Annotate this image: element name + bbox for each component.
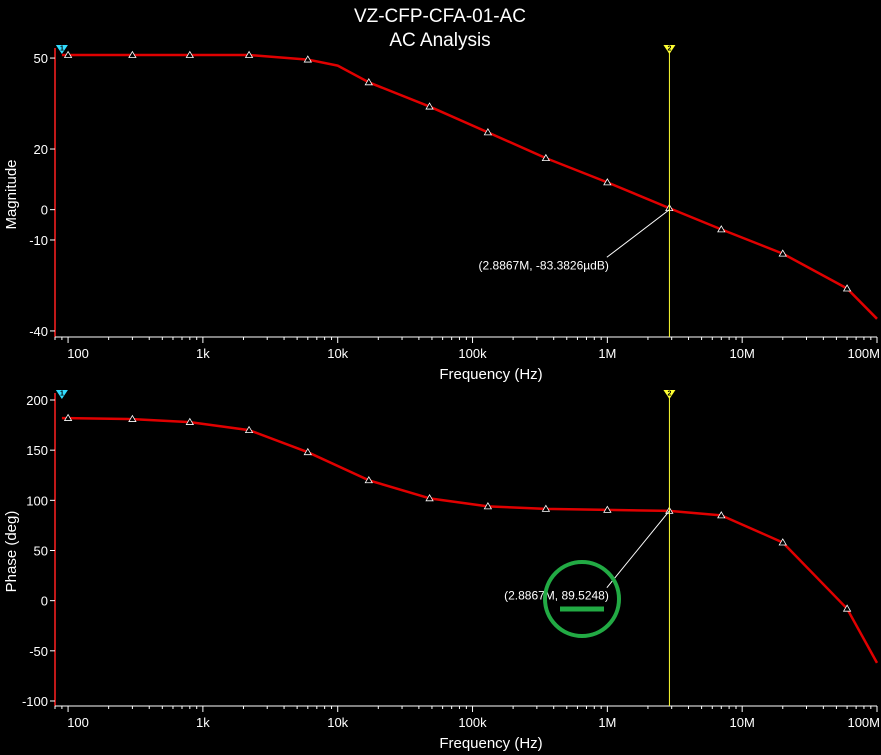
- cursor-1-handle[interactable]: [55, 390, 68, 399]
- y-axis-title: Magnitude: [3, 159, 20, 229]
- trace-marker: [364, 78, 373, 86]
- cursor-2-label: 2: [667, 391, 671, 398]
- x-tick-label: 100M: [847, 346, 880, 361]
- x-axis-title: Frequency (Hz): [439, 735, 542, 752]
- cursor-readout: (2.8867M, -83.3826µdB): [479, 258, 609, 272]
- trace-marker: [185, 50, 195, 58]
- trace-marker: [425, 102, 434, 110]
- trace-marker: [842, 284, 852, 292]
- x-tick-label: 100k: [458, 346, 487, 361]
- trace-marker: [541, 504, 551, 512]
- x-axis-title: Frequency (Hz): [439, 366, 542, 383]
- cursor-1-handle[interactable]: [55, 45, 68, 54]
- x-tick-label: 10k: [327, 715, 348, 730]
- y-tick-label: -40: [29, 324, 48, 339]
- trace-marker: [425, 494, 434, 502]
- trace-marker: [128, 50, 137, 58]
- trace-marker: [185, 417, 195, 425]
- y-tick-label: -100: [22, 694, 48, 709]
- x-tick-label: 100: [67, 346, 89, 361]
- trace-marker: [483, 502, 493, 510]
- y-tick-label: 50: [34, 543, 48, 558]
- trace-marker: [541, 153, 551, 162]
- cursor-readout: (2.8867M, 89.5248): [504, 589, 609, 603]
- y-tick-label: 50: [34, 51, 48, 66]
- trace-marker: [63, 413, 73, 421]
- cursor-readout-leader: [606, 510, 670, 588]
- x-tick-label: 100M: [847, 715, 880, 730]
- trace-marker: [603, 505, 612, 513]
- trace-marker: [364, 475, 373, 484]
- phase-plot: 100 1k 10k 100k 1M 10M 100M 200 150 100 50 0 -50 -100…: [3, 390, 880, 752]
- x-tick-label: 10k: [327, 346, 348, 361]
- trace-marker: [778, 249, 787, 257]
- annotation-layer: [543, 560, 621, 638]
- x-tick-label: 10M: [730, 715, 755, 730]
- trace-marker: [842, 604, 852, 612]
- trace-marker: [717, 511, 726, 519]
- trace-marker: [483, 128, 493, 136]
- magnitude-plot: 100 1k 10k 100k 1M 10M 100M 50 20 0 -10 -40 Frequenc…: [3, 45, 880, 383]
- x-tick-label: 100k: [458, 715, 487, 730]
- chart-subtitle: AC Analysis: [389, 30, 490, 51]
- y-tick-label: 0: [41, 203, 48, 218]
- x-tick-label: 1k: [196, 715, 210, 730]
- trace-marker: [63, 50, 73, 58]
- y-axis-title: Phase (deg): [3, 511, 20, 593]
- trace-marker: [303, 447, 312, 456]
- x-tick-label: 1M: [598, 346, 616, 361]
- cursor-2-handle[interactable]: [663, 390, 676, 399]
- trace-line: [61, 416, 879, 664]
- x-tick-label: 1k: [196, 346, 210, 361]
- chart-title: VZ-CFP-CFA-01-AC: [354, 6, 526, 27]
- y-tick-label: 200: [26, 393, 48, 408]
- trace-marker: [128, 414, 137, 422]
- y-tick-label: -10: [29, 233, 48, 248]
- y-tick-label: -50: [29, 644, 48, 659]
- trace-marker: [778, 538, 787, 546]
- cursor-1-label: 1: [60, 391, 64, 398]
- x-tick-label: 1M: [598, 715, 616, 730]
- trace-marker: [603, 178, 612, 186]
- trace-marker: [244, 50, 254, 58]
- trace-marker: [303, 55, 312, 63]
- x-tick-label: 10M: [730, 346, 755, 361]
- x-tick-label: 100: [67, 715, 89, 730]
- y-tick-label: 20: [34, 142, 48, 157]
- y-tick-label: 150: [26, 443, 48, 458]
- trace-marker: [717, 225, 726, 233]
- trace-marker: [244, 425, 254, 434]
- cursor-readout-leader: [606, 209, 670, 258]
- cursor-2-handle[interactable]: [663, 45, 676, 54]
- cursor-1-label: 1: [60, 46, 64, 53]
- highlight-circle: [543, 560, 621, 638]
- y-tick-label: 100: [26, 493, 48, 508]
- y-tick-label: 0: [41, 594, 48, 609]
- cursor-2-label: 2: [667, 46, 671, 53]
